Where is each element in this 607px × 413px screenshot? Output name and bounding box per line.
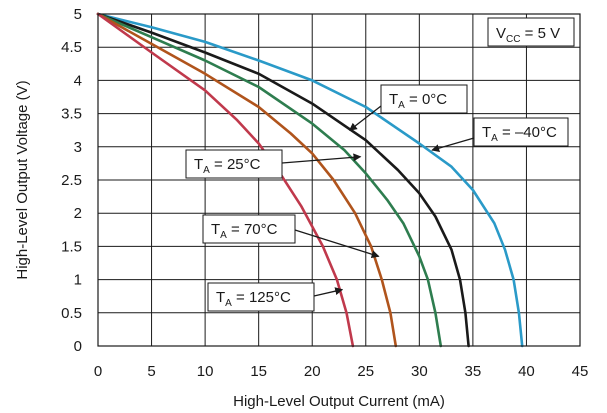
x-tick-label: 30 <box>411 363 428 380</box>
annotation-box-0 <box>473 117 569 147</box>
annotation-0: TA = –40°C <box>431 117 569 153</box>
y-tick-label: 0 <box>74 338 82 355</box>
y-tick-label: 3.5 <box>61 106 82 123</box>
annotation-arrow-1 <box>348 105 382 131</box>
vcc-annotation: VCC = 5 V <box>487 17 575 47</box>
y-tick-label: 4 <box>74 72 82 89</box>
series-line-1 <box>96 12 470 348</box>
y-tick-label: 2.5 <box>61 172 82 189</box>
series-line-2 <box>96 12 443 348</box>
y-tick-label: 4.5 <box>61 39 82 56</box>
annotation-text-4: TA = 125°C <box>216 289 291 309</box>
plot-frame <box>97 13 581 347</box>
annotation-box-2 <box>185 149 283 179</box>
annotation-arrow-2 <box>281 153 362 164</box>
series-line-3 <box>96 12 398 348</box>
x-tick-label: 40 <box>518 363 535 380</box>
tick-labels: 0 5 10 15 20 25 30 35 40 45 0 0.5 1 1.5 2 2.5 3 3.5 4 4.5 5 <box>61 6 588 380</box>
x-tick-label: 15 <box>250 363 267 380</box>
x-tick-label: 5 <box>147 363 155 380</box>
y-tick-label: 5 <box>74 6 82 23</box>
annotation-text-0: TA = –40°C <box>482 124 557 144</box>
grid-layer <box>97 13 581 347</box>
annotation-1: TA = 0°C <box>348 84 468 131</box>
annotation-text-2: TA = 25°C <box>194 156 261 176</box>
annotation-2: TA = 25°C <box>185 149 362 179</box>
vcc-text: VCC = 5 V <box>496 25 560 45</box>
x-axis-title: High-Level Output Current (mA) <box>233 393 445 410</box>
annotation-text-3: TA = 70°C <box>211 221 278 241</box>
annotation-4: TA = 125°C <box>207 282 344 312</box>
y-tick-label: 2 <box>74 205 82 222</box>
series-annotations: TA = –40°C TA = 0°C TA = 25°C TA = 70°C TA =… <box>185 84 569 312</box>
y-tick-label: 0.5 <box>61 305 82 322</box>
x-tick-label: 20 <box>304 363 321 380</box>
annotation-box-1 <box>380 84 468 114</box>
series-layer <box>96 12 524 348</box>
annotation-text-1: TA = 0°C <box>389 91 447 111</box>
annotation-arrow-3 <box>294 229 380 259</box>
series-line-0 <box>96 12 524 348</box>
annotation-box-4 <box>207 282 315 312</box>
x-tick-label: 45 <box>572 363 589 380</box>
y-axis-title: High-Level Output Voltage (V) <box>14 80 31 279</box>
annotation-arrow-4 <box>313 287 344 297</box>
y-tick-label: 3 <box>74 139 82 156</box>
vcc-box <box>487 17 575 47</box>
y-tick-label: 1.5 <box>61 238 82 255</box>
annotation-3: TA = 70°C <box>202 214 380 259</box>
y-tick-label: 1 <box>74 272 82 289</box>
x-tick-label: 25 <box>357 363 374 380</box>
annotation-box-3 <box>202 214 296 244</box>
x-tick-label: 10 <box>197 363 214 380</box>
x-tick-label: 0 <box>94 363 102 380</box>
x-tick-label: 35 <box>465 363 482 380</box>
annotation-arrow-0 <box>431 137 475 153</box>
